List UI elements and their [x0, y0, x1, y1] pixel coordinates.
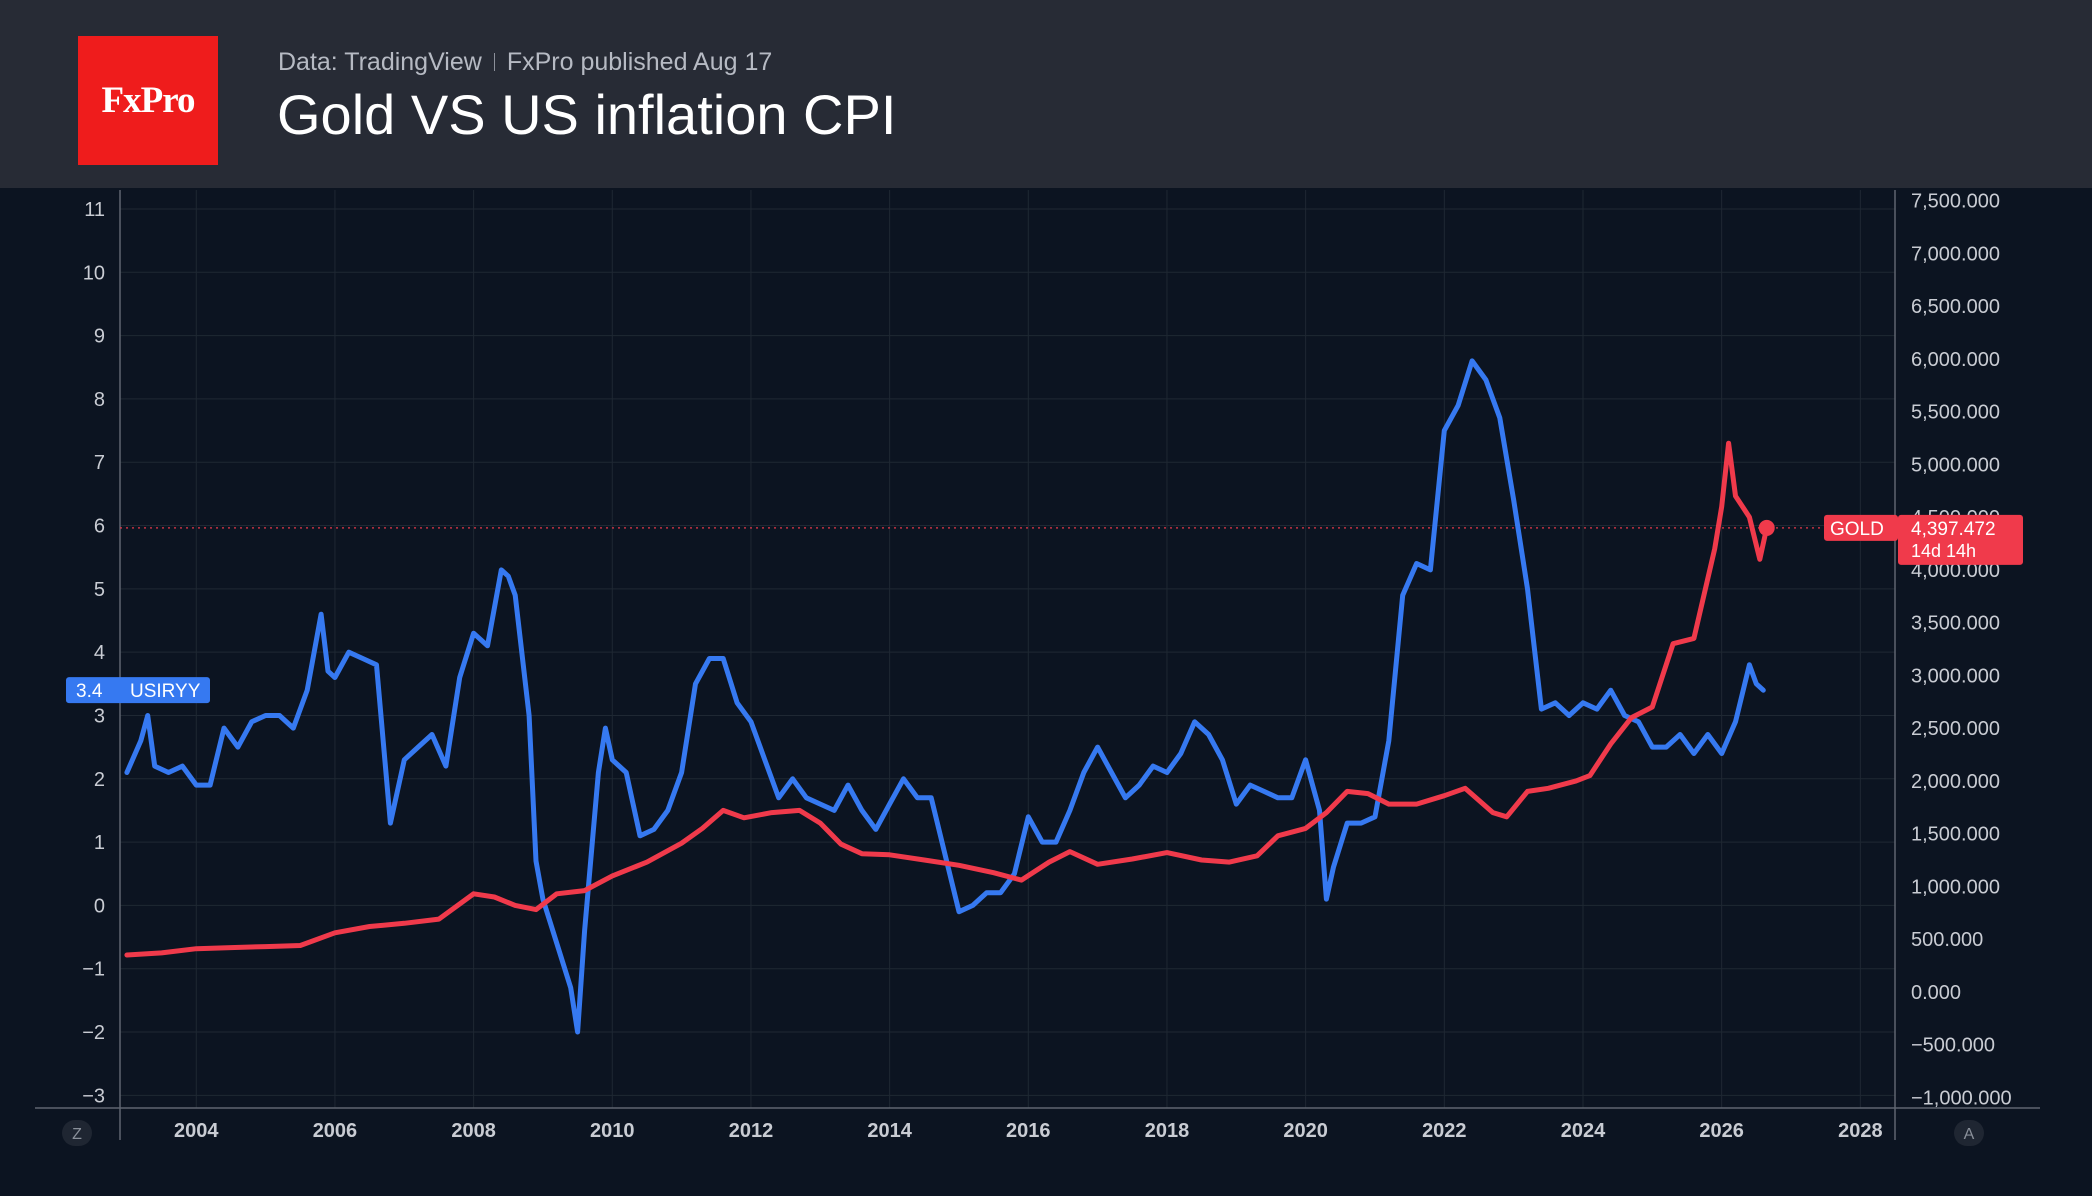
right-axis-tick-label: 1,500.000 — [1911, 824, 2000, 846]
usiryy-axis-label[interactable] — [66, 677, 210, 704]
series-line-usiryy[interactable] — [124, 358, 1766, 1035]
right-axis-tick-label: 0.000 — [1911, 982, 1961, 1004]
left-axis-tick-label: 0 — [94, 895, 105, 917]
x-axis-tick-label: 2004 — [174, 1120, 219, 1142]
right-axis-tick-label: 4,000.000 — [1911, 560, 2000, 582]
left-axis-tick-label: 6 — [94, 516, 105, 538]
gold-last-point — [1758, 519, 1775, 536]
logo-text: FxPro — [101, 80, 196, 121]
x-axis-tick-label: 2022 — [1422, 1120, 1467, 1142]
published-date: FxPro published Aug 17 — [506, 48, 773, 76]
right-axis-tick-label: 1,000.000 — [1911, 876, 2000, 898]
right-axis-tick-label: 5,500.000 — [1911, 402, 2000, 424]
x-axis-tick-label: 2028 — [1838, 1120, 1883, 1142]
x-axis-tick-label: 2008 — [451, 1120, 496, 1142]
chart-header: FxPro Data: TradingView FxPro published A… — [0, 0, 2092, 188]
right-axis-tick-label: 3,500.000 — [1911, 613, 2000, 635]
x-axis-tick-label: 2026 — [1699, 1120, 1744, 1142]
x-axis-tick-label: 2012 — [729, 1120, 774, 1142]
left-axis-tick-label: 11 — [84, 199, 105, 221]
right-axis-tick-label: 5,000.000 — [1911, 454, 2000, 476]
usiryy-last-value: 3.4 — [76, 681, 103, 702]
timezone-button-label: Z — [72, 1126, 82, 1143]
data-source: Data: TradingView — [278, 48, 482, 76]
left-axis-tick-label: −1 — [82, 959, 105, 981]
right-axis-tick-label: 7,000.000 — [1911, 243, 2000, 265]
fxpro-logo: FxPro — [78, 36, 218, 165]
left-axis-tick-label: −2 — [82, 1022, 105, 1044]
series-line-gold[interactable] — [124, 440, 1770, 958]
right-axis-tick-label: 7,500.000 — [1911, 191, 2000, 213]
gold-last-value: 4,397.472 — [1911, 519, 1996, 540]
x-axis-tick-label: 2020 — [1283, 1120, 1328, 1142]
left-axis-tick-label: −3 — [82, 1085, 105, 1107]
right-axis-tick-label: 6,500.000 — [1911, 296, 2000, 318]
x-axis-tick-label: 2018 — [1145, 1120, 1190, 1142]
chart-subtitle: Data: TradingView FxPro published Aug 17 — [278, 48, 772, 77]
right-axis-tick-label: 6,000.000 — [1911, 349, 2000, 371]
gold-series-tag[interactable] — [1824, 514, 1898, 541]
left-axis-tick-label: 8 — [94, 389, 105, 411]
timezone-button[interactable] — [62, 1120, 92, 1146]
right-axis-tick-label: 2,500.000 — [1911, 718, 2000, 740]
left-axis-tick-label: 10 — [83, 262, 105, 284]
gold-bar-countdown: 14d 14h — [1911, 541, 1976, 561]
x-axis-tick-label: 2024 — [1561, 1120, 1606, 1142]
left-axis-tick-label: 4 — [94, 642, 105, 664]
usiryy-series-name: USIRYY — [130, 681, 201, 702]
gold-price-tag[interactable] — [1898, 514, 2023, 565]
right-axis-tick-label: 2,000.000 — [1911, 771, 2000, 793]
left-axis-tick-label: 1 — [94, 832, 105, 854]
left-axis-tick-label: 2 — [94, 769, 105, 791]
left-axis-tick-label: 5 — [94, 579, 105, 601]
right-axis-tick-label: 500.000 — [1911, 929, 1983, 951]
left-axis-tick-label: 3 — [94, 705, 105, 727]
subtitle-separator — [493, 53, 495, 71]
x-axis-tick-label: 2014 — [867, 1120, 912, 1142]
x-axis-tick-label: 2016 — [1006, 1120, 1051, 1142]
left-axis-tick-label: 7 — [94, 452, 105, 474]
auto-scale-button[interactable] — [1954, 1120, 1984, 1146]
right-axis-tick-label: −1,000.000 — [1911, 1087, 2012, 1109]
x-axis-tick-label: 2010 — [590, 1120, 635, 1142]
auto-scale-button-label: A — [1964, 1126, 1975, 1143]
left-axis-tick-label: 9 — [94, 326, 105, 348]
x-axis-tick-label: 2006 — [313, 1120, 358, 1142]
right-axis-tick-label: 3,000.000 — [1911, 665, 2000, 687]
gold-series-name: GOLD — [1830, 519, 1884, 540]
right-axis-tick-label: −500.000 — [1911, 1035, 1995, 1057]
chart-area[interactable]: 11109876543210−1−2−37,500.0007,000.0006,… — [0, 188, 2092, 1196]
chart-title: Gold VS US inflation CPI — [277, 83, 897, 146]
